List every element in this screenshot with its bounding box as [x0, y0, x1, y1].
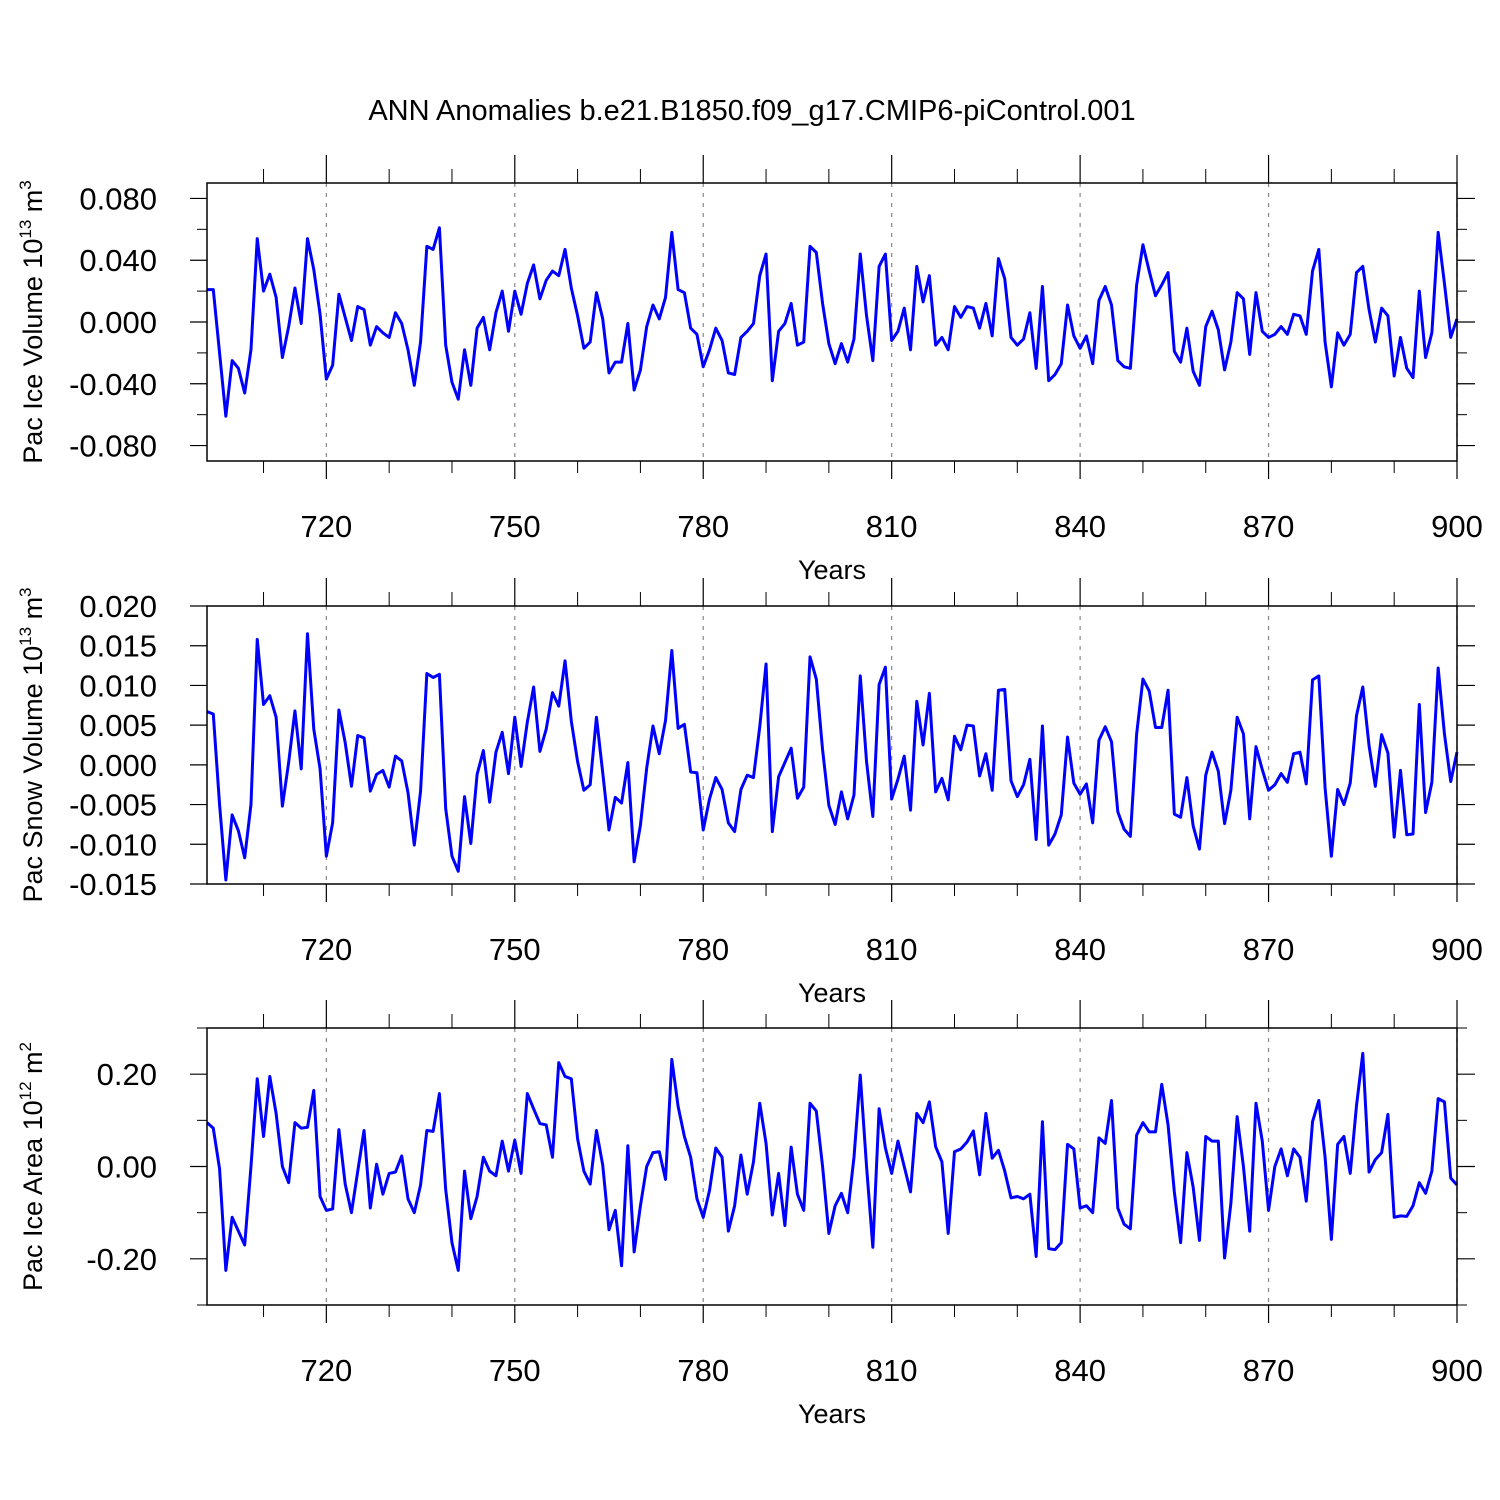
data-line: [207, 226, 1459, 418]
y-label-text: Pac Ice Volume 10: [18, 239, 48, 464]
y-label-unit: m: [18, 597, 48, 627]
plot-frame: [206, 1027, 1458, 1306]
x-tick-label: 900: [1431, 932, 1483, 967]
y-axis-label: Pac Ice Volume 1013 m3: [16, 180, 48, 464]
x-tick-label: 750: [489, 932, 541, 967]
y-label-text: Pac Snow Volume 10: [18, 646, 48, 903]
x-tick-label: 720: [300, 1353, 352, 1388]
y-tick-label: -0.20: [86, 1242, 157, 1277]
x-tick-label: 810: [866, 509, 918, 544]
plot-frame: [206, 182, 1458, 462]
y-tick-label: 0.000: [79, 748, 157, 783]
y-tick-label: 0.040: [79, 243, 157, 278]
x-tick-label: 900: [1431, 509, 1483, 544]
y-label-unit-exp: 3: [16, 180, 35, 189]
x-tick-label: 720: [300, 932, 352, 967]
x-axis-label: Years: [798, 978, 866, 1008]
y-tick-label: 0.00: [97, 1150, 157, 1185]
y-tick-label: -0.010: [69, 827, 157, 862]
x-tick-label: 750: [489, 509, 541, 544]
data-line: [206, 632, 1459, 882]
x-tick-label: 810: [866, 1353, 918, 1388]
x-tick-label: 900: [1431, 1353, 1483, 1388]
y-label-unit: m: [18, 1051, 48, 1081]
data-line: [206, 1051, 1459, 1272]
y-tick-label: 0.005: [79, 708, 157, 743]
y-label-exp: 12: [16, 1081, 35, 1100]
x-tick-label: 750: [489, 1353, 541, 1388]
y-tick-label: 0.020: [79, 589, 157, 624]
y-tick-label: 0.20: [97, 1057, 157, 1092]
y-tick-label: -0.040: [69, 367, 157, 402]
y-axis-label: Pac Ice Area 1012 m2: [16, 1042, 48, 1291]
y-label-unit: m: [18, 190, 48, 220]
plot-frame: [206, 605, 1458, 885]
x-tick-label: 840: [1054, 509, 1106, 544]
x-tick-label: 870: [1243, 932, 1295, 967]
x-tick-label: 840: [1054, 1353, 1106, 1388]
chart-title: ANN Anomalies b.e21.B1850.f09_g17.CMIP6-…: [368, 95, 1135, 127]
y-label-exp: 13: [16, 627, 35, 646]
y-tick-label: -0.080: [69, 429, 157, 464]
y-tick-label: 0.080: [79, 181, 157, 216]
y-tick-label: 0.000: [79, 305, 157, 340]
x-tick-label: 870: [1243, 509, 1295, 544]
y-tick-label: 0.010: [79, 668, 157, 703]
x-tick-label: 840: [1054, 932, 1106, 967]
x-axis-label: Years: [798, 555, 866, 585]
y-label-exp: 13: [16, 220, 35, 239]
y-label-unit-exp: 2: [16, 1042, 35, 1051]
x-axis-label: Years: [798, 1399, 866, 1429]
x-tick-label: 810: [866, 932, 918, 967]
x-tick-label: 870: [1243, 1353, 1295, 1388]
x-tick-label: 780: [677, 1353, 729, 1388]
x-tick-label: 780: [677, 932, 729, 967]
x-tick-label: 780: [677, 509, 729, 544]
x-tick-label: 720: [300, 509, 352, 544]
y-tick-label: -0.015: [69, 867, 157, 902]
y-axis-label: Pac Snow Volume 1013 m3: [16, 587, 48, 902]
y-tick-label: 0.015: [79, 629, 157, 664]
y-label-text: Pac Ice Area 10: [18, 1100, 48, 1291]
y-label-unit-exp: 3: [16, 587, 35, 596]
y-tick-label: -0.005: [69, 788, 157, 823]
